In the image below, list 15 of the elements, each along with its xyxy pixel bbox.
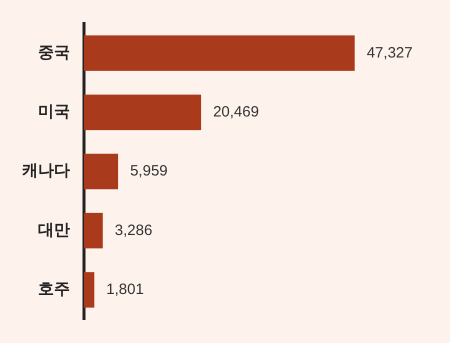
data-label: 5,959 bbox=[130, 162, 168, 180]
y-tick-label: 호주 bbox=[38, 278, 70, 298]
data-label: 20,469 bbox=[213, 103, 259, 120]
bar bbox=[84, 35, 355, 71]
bar bbox=[84, 94, 202, 130]
bar bbox=[84, 272, 94, 308]
y-tick-label: 중국 bbox=[38, 42, 70, 62]
bar bbox=[84, 154, 118, 190]
bar bbox=[84, 212, 103, 248]
data-label: 3,286 bbox=[114, 222, 152, 239]
data-label: 47,327 bbox=[366, 44, 413, 62]
y-tick-label: 대만 bbox=[38, 220, 70, 239]
y-tick-label: 미국 bbox=[38, 101, 70, 120]
data-label: 1,801 bbox=[106, 280, 144, 298]
y-tick-label: 캐나다 bbox=[22, 160, 70, 180]
